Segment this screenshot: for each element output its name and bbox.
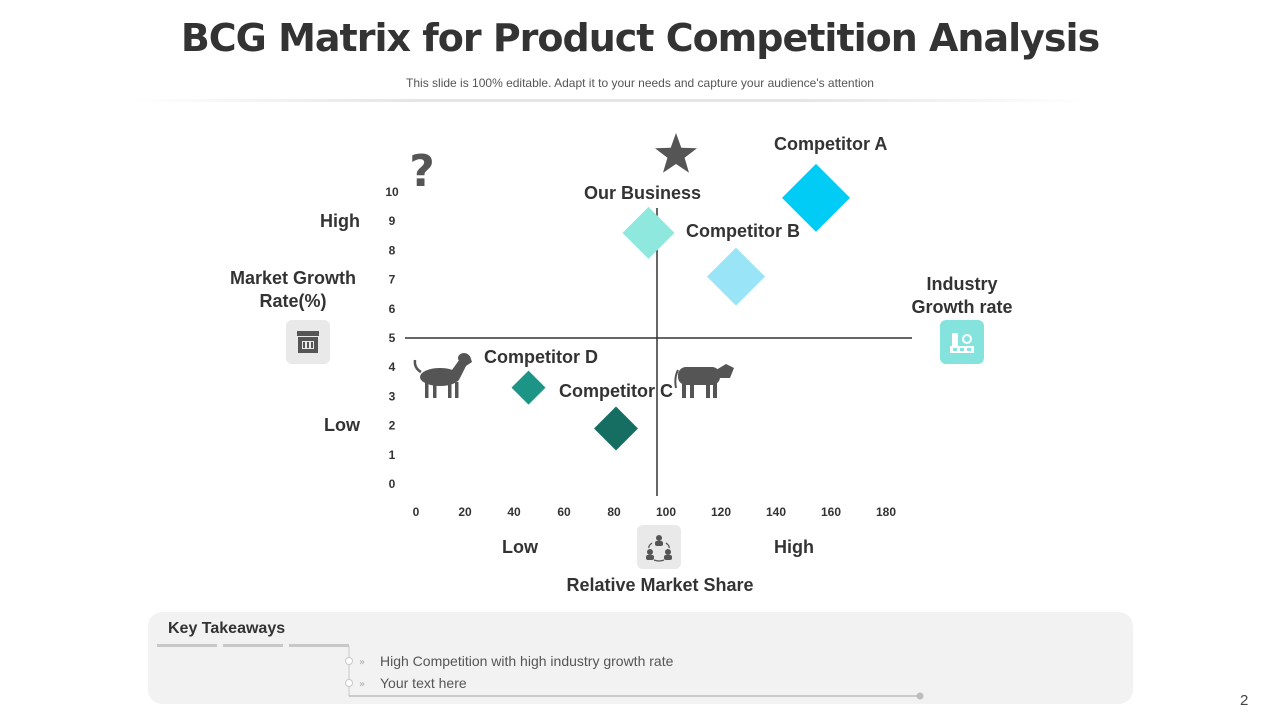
takeaways-bar-1 [157, 644, 217, 647]
star-icon [655, 133, 697, 173]
point-competitor-b [707, 247, 765, 306]
network-icon-box [637, 525, 681, 569]
bcg-chart: 0 1 2 3 4 5 6 7 8 9 10 0 20 40 60 80 100 120 140 160 180 ? [385, 133, 912, 519]
slide-title: BCG Matrix for Product Competition Analy… [180, 16, 1100, 60]
cow-icon [674, 364, 734, 398]
store-icon [297, 331, 319, 353]
y-tick-label: 3 [389, 389, 396, 403]
store-icon-box [286, 320, 330, 364]
point-our-business [622, 206, 675, 259]
y-tick-label: 5 [389, 331, 396, 345]
takeaways-bar-3 [289, 644, 349, 647]
y-tick-label: 10 [385, 185, 399, 199]
slide-subtitle: This slide is 100% editable. Adapt it to… [406, 76, 874, 90]
x-tick-label: 80 [607, 505, 621, 519]
label-our-business: Our Business [584, 183, 702, 203]
chart-points [511, 163, 850, 451]
key-takeaways-panel: Key Takeaways » » High Competition with … [148, 612, 1133, 704]
factory-icon [950, 333, 974, 353]
takeaway-item-1: High Competition with high industry grow… [380, 653, 674, 669]
x-tick-label: 0 [413, 505, 420, 519]
point-competitor-c [594, 406, 638, 451]
y-tick-label: 8 [389, 243, 396, 257]
network-icon [646, 535, 672, 562]
x-tick-labels: 0 20 40 60 80 100 120 140 160 180 [413, 505, 897, 519]
y-tick-label: 9 [389, 214, 396, 228]
takeaway-item-2: Your text here [380, 675, 467, 691]
industry-growth-label: Industry Growth rate [911, 274, 1013, 317]
x-tick-label: 100 [656, 505, 676, 519]
x-high-label: High [774, 537, 814, 557]
key-takeaways-title: Key Takeaways [168, 620, 286, 637]
factory-icon-box [940, 320, 984, 364]
y-tick-label: 0 [389, 477, 396, 491]
x-tick-label: 60 [557, 505, 571, 519]
page-number: 2 [1240, 692, 1249, 709]
y-axis-title: Market Growth Rate(%) [229, 268, 357, 311]
x-tick-label: 160 [821, 505, 841, 519]
x-tick-label: 40 [507, 505, 521, 519]
dog-icon [413, 353, 472, 398]
y-tick-labels: 0 1 2 3 4 5 6 7 8 9 10 [385, 185, 399, 491]
y-tick-label: 1 [389, 448, 396, 462]
takeaways-connector: » » [345, 646, 924, 700]
y-tick-label: 4 [389, 360, 396, 374]
x-tick-label: 140 [766, 505, 786, 519]
svg-text:»: » [359, 679, 365, 690]
x-tick-label: 180 [876, 505, 896, 519]
label-competitor-d: Competitor D [484, 347, 598, 367]
y-low-label: Low [324, 415, 360, 435]
point-competitor-a [782, 163, 850, 232]
y-tick-label: 7 [389, 273, 396, 287]
y-tick-label: 6 [389, 302, 396, 316]
point-competitor-d [511, 370, 546, 405]
label-competitor-c: Competitor C [559, 381, 673, 401]
y-tick-label: 2 [389, 419, 396, 433]
label-competitor-b: Competitor B [686, 221, 800, 241]
x-tick-label: 20 [458, 505, 472, 519]
x-low-label: Low [502, 537, 538, 557]
x-axis-title: Relative Market Share [566, 575, 754, 595]
svg-text:»: » [359, 657, 365, 668]
y-high-label: High [320, 211, 360, 231]
chart-axes [405, 208, 912, 496]
title-divider [130, 99, 1090, 102]
label-competitor-a: Competitor A [774, 134, 888, 154]
x-tick-label: 120 [711, 505, 731, 519]
takeaways-bar-2 [223, 644, 283, 647]
question-icon: ? [409, 146, 435, 197]
